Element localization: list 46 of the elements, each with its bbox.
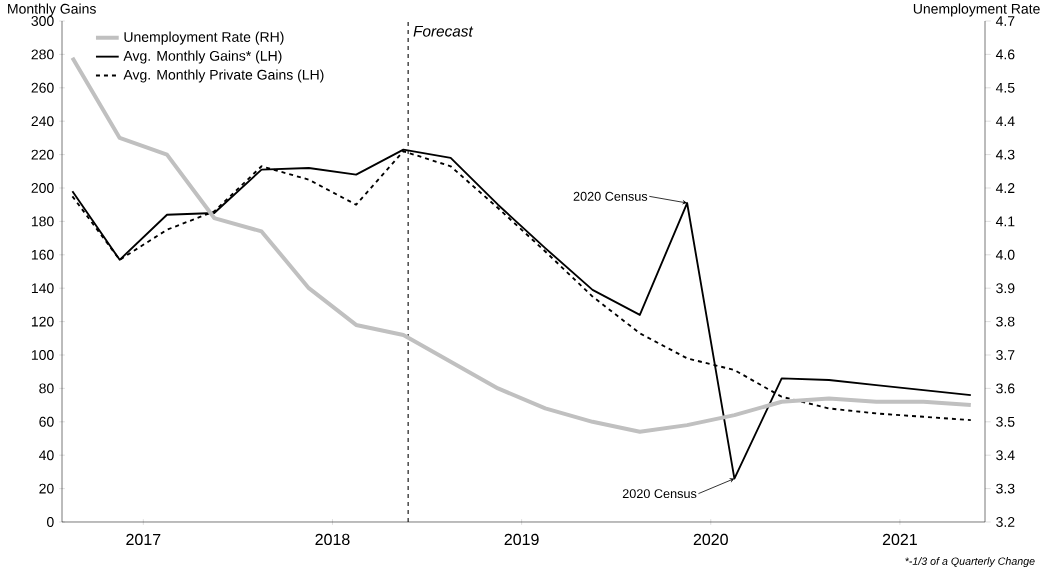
y-tick-label: 220 xyxy=(31,149,54,160)
y-tick-label: 240 xyxy=(31,116,54,127)
y2-tick-label: 4.6 xyxy=(995,49,1015,60)
y2-tick-label: 4.2 xyxy=(995,183,1015,193)
y-axis-title: Monthly Gains xyxy=(8,3,96,17)
y2-tick-label: 4.3 xyxy=(995,149,1015,160)
y2-tick-label: 3.8 xyxy=(996,316,1015,327)
legend-label: Avg. Monthly Gains* (LH) xyxy=(123,50,282,64)
y-tick-label: 0 xyxy=(46,517,54,527)
annotation: 2020 Census xyxy=(573,191,648,201)
y-tick-label: 200 xyxy=(31,183,54,193)
y2-tick-label: 4.7 xyxy=(995,16,1015,26)
y-tick-label: 80 xyxy=(39,383,54,394)
y-tick-label: 300 xyxy=(31,16,54,26)
y-tick-label: 160 xyxy=(31,249,54,260)
x-tick-label: 2019 xyxy=(504,533,539,546)
y2-tick-label: 3.5 xyxy=(996,416,1015,427)
y2-tick-label: 3.4 xyxy=(996,450,1015,461)
y-tick-label: 40 xyxy=(38,450,54,461)
y2-tick-label: 4.5 xyxy=(995,82,1015,93)
y2-tick-label: 3.9 xyxy=(996,283,1015,294)
y-tick-label: 280 xyxy=(31,49,54,60)
y2-tick-label: 3.7 xyxy=(996,350,1015,360)
y2-tick-label: 3.2 xyxy=(996,517,1015,527)
y-tick-label: 260 xyxy=(31,82,54,93)
y-tick-label: 120 xyxy=(31,316,54,327)
y2-axis-title: Unemployment Rate xyxy=(913,3,1040,17)
y-tick-label: 100 xyxy=(31,350,54,360)
legend-label: Avg. Monthly Private Gains (LH) xyxy=(123,69,324,83)
y2-tick-label: 4.0 xyxy=(995,249,1015,260)
ref-line-label: Forecast xyxy=(413,25,474,37)
y-tick-label: 140 xyxy=(31,283,54,294)
y-tick-label: 60 xyxy=(39,416,54,427)
x-tick-label: 2017 xyxy=(126,533,161,546)
x-tick-label: 2020 xyxy=(693,533,728,546)
x-tick-label: 2021 xyxy=(882,533,917,546)
y-tick-label: 180 xyxy=(31,216,54,227)
y2-tick-label: 3.6 xyxy=(996,383,1015,394)
legend-label: Unemployment Rate (RH) xyxy=(124,31,284,45)
annotation: 2020 Census xyxy=(622,489,697,499)
y2-tick-label: 4.4 xyxy=(995,116,1015,127)
y-tick-label: 20 xyxy=(39,483,54,494)
x-tick-label: 2018 xyxy=(315,533,350,546)
y2-tick-label: 3.3 xyxy=(996,483,1015,494)
text: *-1/3 of a Quarterly Change xyxy=(905,557,1035,568)
y2-tick-label: 4.1 xyxy=(995,216,1015,227)
